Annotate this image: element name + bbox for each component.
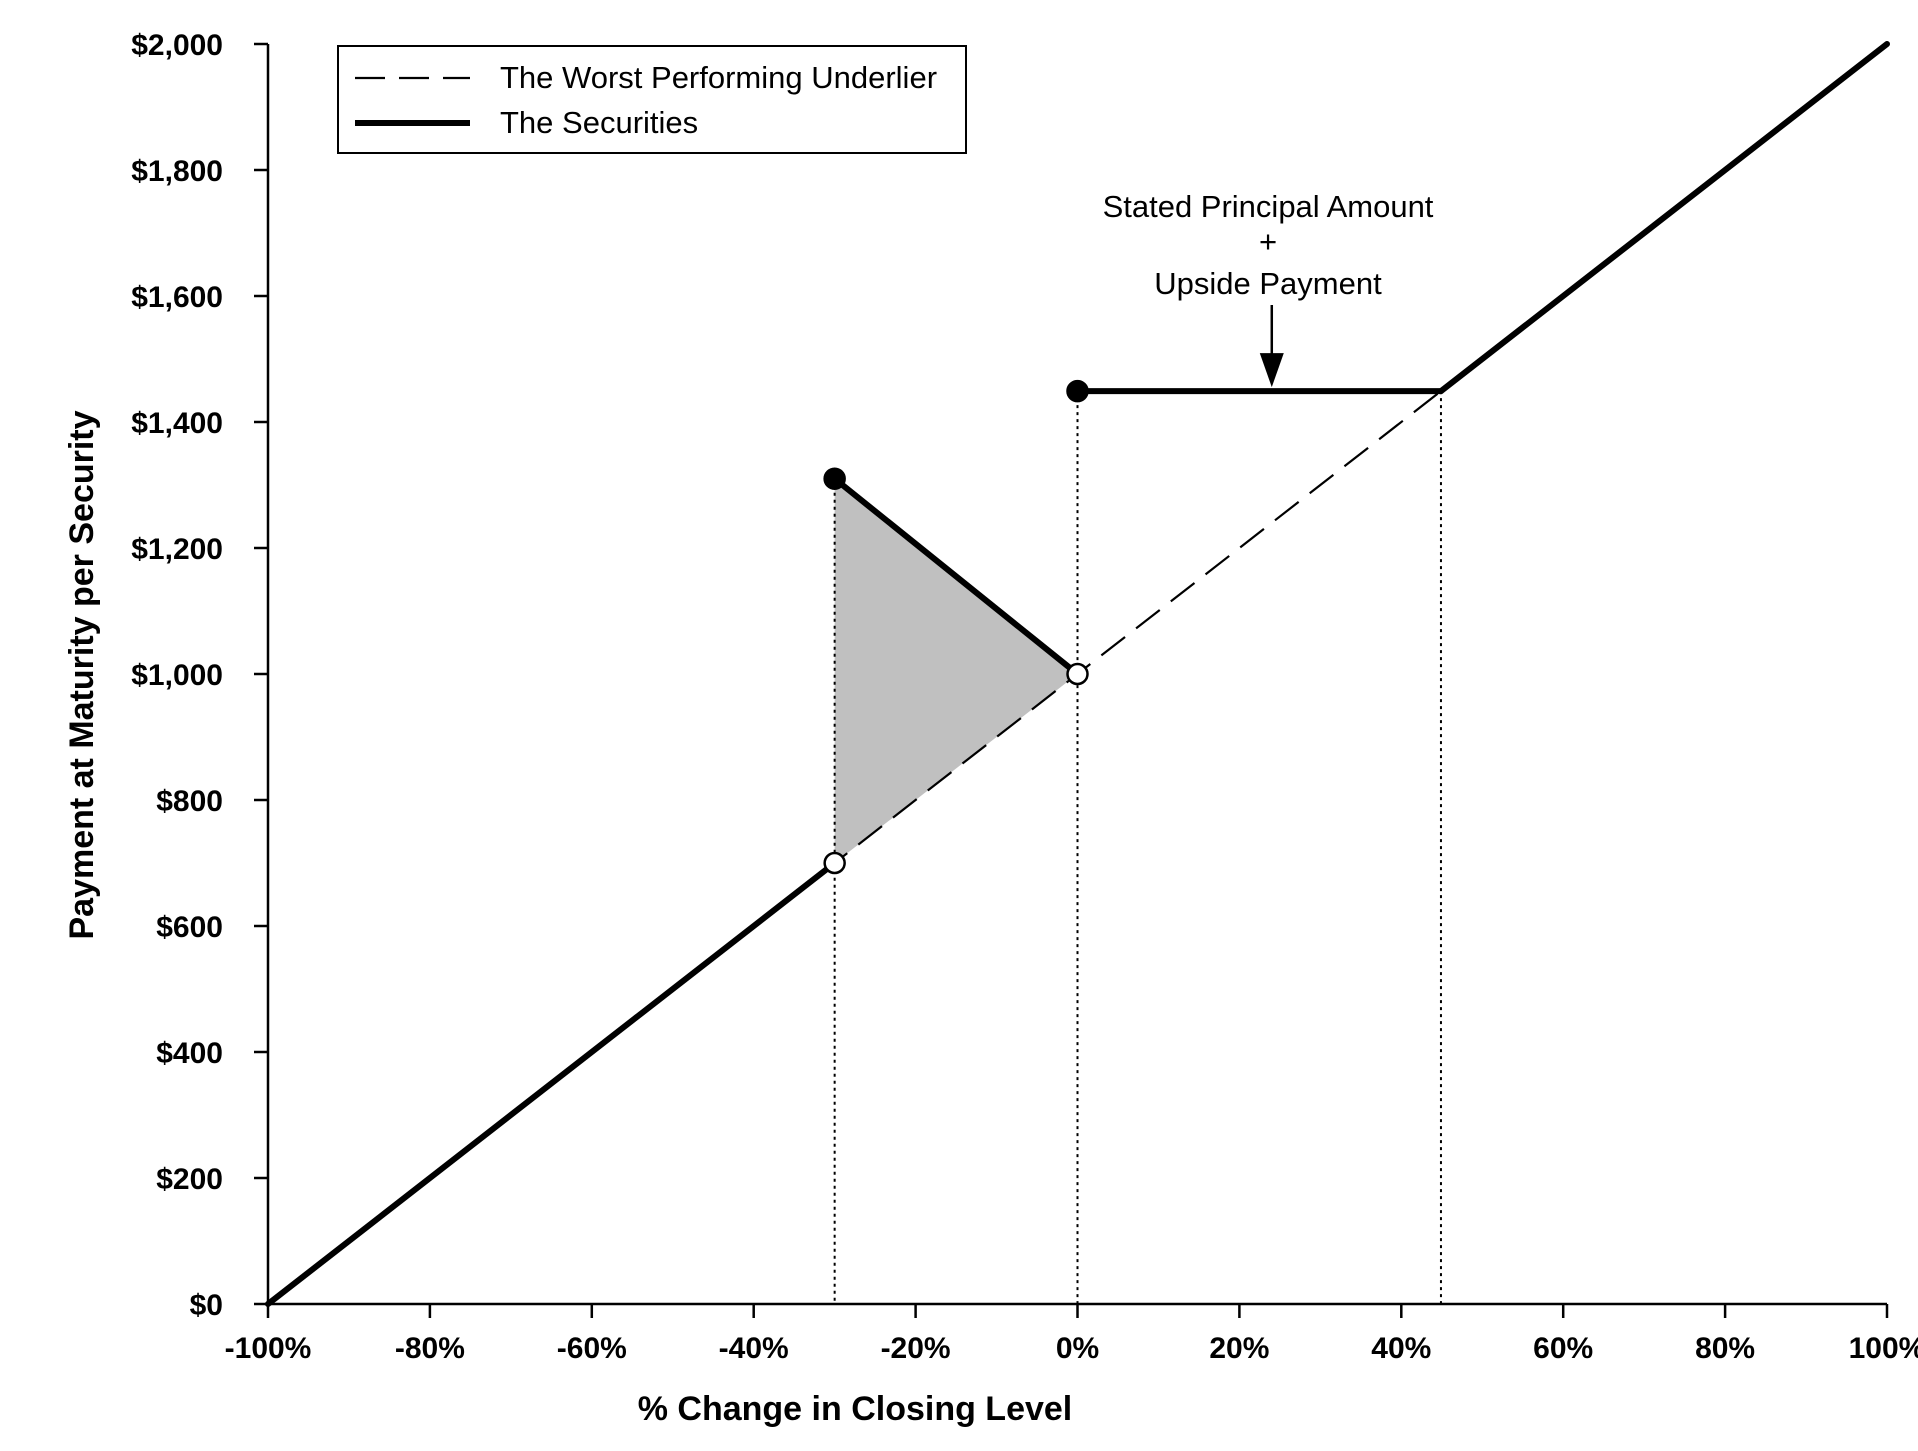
y-tick-label: $1,600 — [131, 281, 223, 314]
legend-label-underlier: The Worst Performing Underlier — [500, 60, 937, 95]
x-tick-label: 20% — [1209, 1332, 1269, 1365]
y-tick-label: $200 — [156, 1163, 223, 1196]
x-tick-label: -40% — [719, 1332, 789, 1365]
legend-label-securities: The Securities — [500, 105, 698, 140]
series-securities-segment-1 — [831, 475, 1081, 677]
x-tick-label: 60% — [1533, 1332, 1593, 1365]
y-axis-title: Payment at Maturity per Security — [63, 410, 101, 939]
y-tick-label: $1,200 — [131, 533, 223, 566]
x-axis-title: % Change in Closing Level — [638, 1390, 1073, 1428]
open-marker-1 — [823, 851, 846, 875]
legend: The Worst Performing Underlier The Secur… — [337, 45, 967, 154]
y-tick-label: $2,000 — [131, 29, 223, 62]
annotation: Stated Principal Amount + Upside Payment — [1103, 189, 1434, 388]
y-tick-label: $0 — [190, 1289, 223, 1322]
y-tick-label: $1,800 — [131, 155, 223, 188]
axes-group — [254, 42, 1889, 1318]
x-tick-label: 100% — [1849, 1332, 1918, 1365]
filled-marker-0 — [823, 467, 846, 490]
tick-labels-group: -100% -80% -60% -40% -20% 0% 20% 40% 60% 80% 100% $… — [131, 29, 1918, 1365]
shaded-region — [834, 478, 1078, 863]
x-tick-label: -20% — [881, 1332, 951, 1365]
series-securities-segment-0 — [265, 860, 838, 1307]
annotation-arrow-head — [1259, 353, 1284, 388]
y-tick-label: $1,400 — [131, 407, 223, 440]
annotation-line-3: Upside Payment — [1154, 266, 1382, 301]
markers-group — [823, 379, 1089, 875]
x-tick-label: 0% — [1056, 1332, 1099, 1365]
y-tick-label: $800 — [156, 785, 223, 818]
reference-lines-group — [833, 391, 1442, 1304]
annotation-line-2: + — [1259, 224, 1277, 259]
legend-box — [337, 45, 967, 154]
y-tick-label: $1,000 — [131, 659, 223, 692]
x-tick-label: -100% — [225, 1332, 312, 1365]
y-tick-label: $400 — [156, 1037, 223, 1070]
x-tick-label: 80% — [1695, 1332, 1755, 1365]
series-securities-segment-3 — [1437, 41, 1890, 395]
annotation-line-1: Stated Principal Amount — [1103, 189, 1434, 224]
y-tick-label: $600 — [156, 911, 223, 944]
filled-marker-3 — [1066, 379, 1089, 403]
x-tick-label: -80% — [395, 1332, 465, 1365]
open-marker-2 — [1066, 662, 1089, 686]
shaded-region-group — [834, 478, 1078, 863]
x-tick-label: -60% — [557, 1332, 627, 1365]
x-tick-label: 40% — [1371, 1332, 1431, 1365]
